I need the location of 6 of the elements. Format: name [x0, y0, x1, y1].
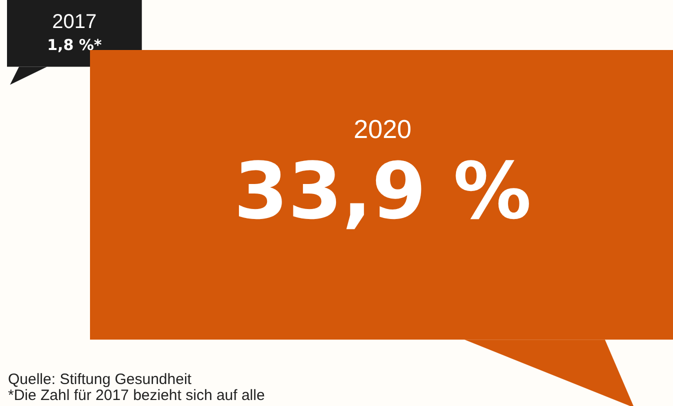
data-label: 1,8 %*	[47, 36, 102, 54]
category-label: 2017	[52, 11, 97, 33]
data-label: 33,9 %	[234, 147, 532, 237]
source-note: Quelle: Stiftung Gesundheit	[8, 371, 192, 388]
category-label: 2020	[354, 114, 412, 144]
text: *Die Zahl für 2017 bezieht sich auf alle	[8, 387, 265, 404]
